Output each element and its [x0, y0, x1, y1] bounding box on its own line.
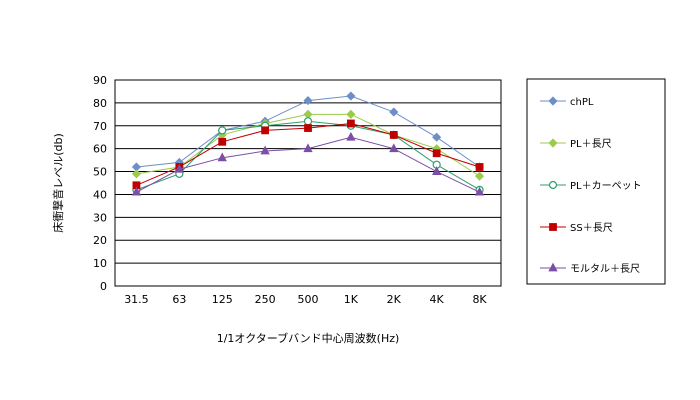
y-tick-label: 90: [93, 74, 107, 87]
data-point: [389, 131, 398, 139]
legend-label: PL＋長尺: [570, 138, 612, 150]
legend-item-2: PL＋長尺: [540, 138, 612, 150]
legend-item-4: SS＋長尺: [540, 222, 613, 234]
y-tick-label: 20: [93, 234, 107, 247]
legend-item-1: chPL: [540, 96, 594, 108]
y-tick-label: 50: [93, 166, 107, 179]
legend-box: [526, 78, 666, 285]
x-tick-label: 63: [172, 293, 186, 306]
data-point: [474, 186, 485, 196]
series-layer: [131, 91, 485, 196]
legend-label: chPL: [570, 97, 594, 108]
y-tick-label: 30: [93, 211, 107, 224]
data-point: [218, 137, 227, 146]
legend-label: モルタル＋長尺: [570, 263, 640, 275]
legend-marker: [548, 138, 558, 148]
x-tick-label: 1K: [344, 293, 359, 306]
legend-item-5: モルタル＋長尺: [540, 262, 640, 275]
y-tick-label: 70: [93, 120, 107, 133]
data-point: [432, 149, 441, 158]
data-point: [346, 131, 356, 141]
data-point: [431, 166, 442, 175]
data-point: [260, 145, 270, 155]
data-point: [474, 171, 485, 181]
y-tick-label: 0: [100, 280, 107, 293]
series-2: [131, 109, 485, 181]
y-tick-label: 80: [93, 97, 107, 110]
x-tick-label: 2K: [387, 293, 402, 306]
y-tick-label: 40: [93, 188, 107, 201]
legend-item-3: PL＋カーペット: [540, 180, 642, 192]
y-tick-label: 10: [93, 257, 107, 270]
x-tick-label: 4K: [430, 293, 445, 306]
data-point: [174, 163, 184, 173]
data-point: [389, 107, 399, 117]
legend-marker: [548, 96, 558, 106]
legend-marker: [548, 262, 558, 272]
legend-marker: [548, 180, 558, 190]
legend-label: SS＋長尺: [570, 222, 613, 234]
data-point: [389, 143, 399, 153]
data-point: [346, 119, 355, 128]
x-axis-title: 1/1オクターブバンド中心周波数(Hz): [217, 331, 400, 345]
data-point: [432, 132, 442, 142]
data-point: [261, 126, 270, 135]
data-point: [218, 126, 227, 135]
x-tick-label: 500: [298, 293, 319, 306]
data-point: [303, 117, 313, 126]
legend-marker: [549, 223, 557, 231]
data-point: [303, 143, 313, 153]
data-point: [131, 169, 142, 179]
x-tick-label: 125: [212, 293, 233, 306]
x-axis-ticks: 31.5 63 125 250 500 1K 2K 4K 8K: [124, 293, 487, 306]
data-point: [131, 186, 142, 196]
y-axis-title: 床衝撃音レベル(db): [51, 133, 65, 233]
series-5: [131, 131, 485, 196]
legend-label: PL＋カーペット: [570, 180, 642, 192]
data-point: [304, 124, 312, 132]
data-point: [346, 91, 356, 101]
data-point: [346, 109, 356, 119]
x-tick-label: 250: [255, 293, 276, 306]
y-tick-label: 60: [93, 143, 107, 156]
y-axis-ticks: 0 10 20 30 40 50 60 70 80 90: [93, 74, 107, 293]
data-point: [475, 163, 484, 171]
x-tick-label: 8K: [472, 293, 487, 306]
x-tick-label: 31.5: [124, 293, 149, 306]
data-point: [217, 152, 227, 162]
data-point: [303, 96, 313, 106]
